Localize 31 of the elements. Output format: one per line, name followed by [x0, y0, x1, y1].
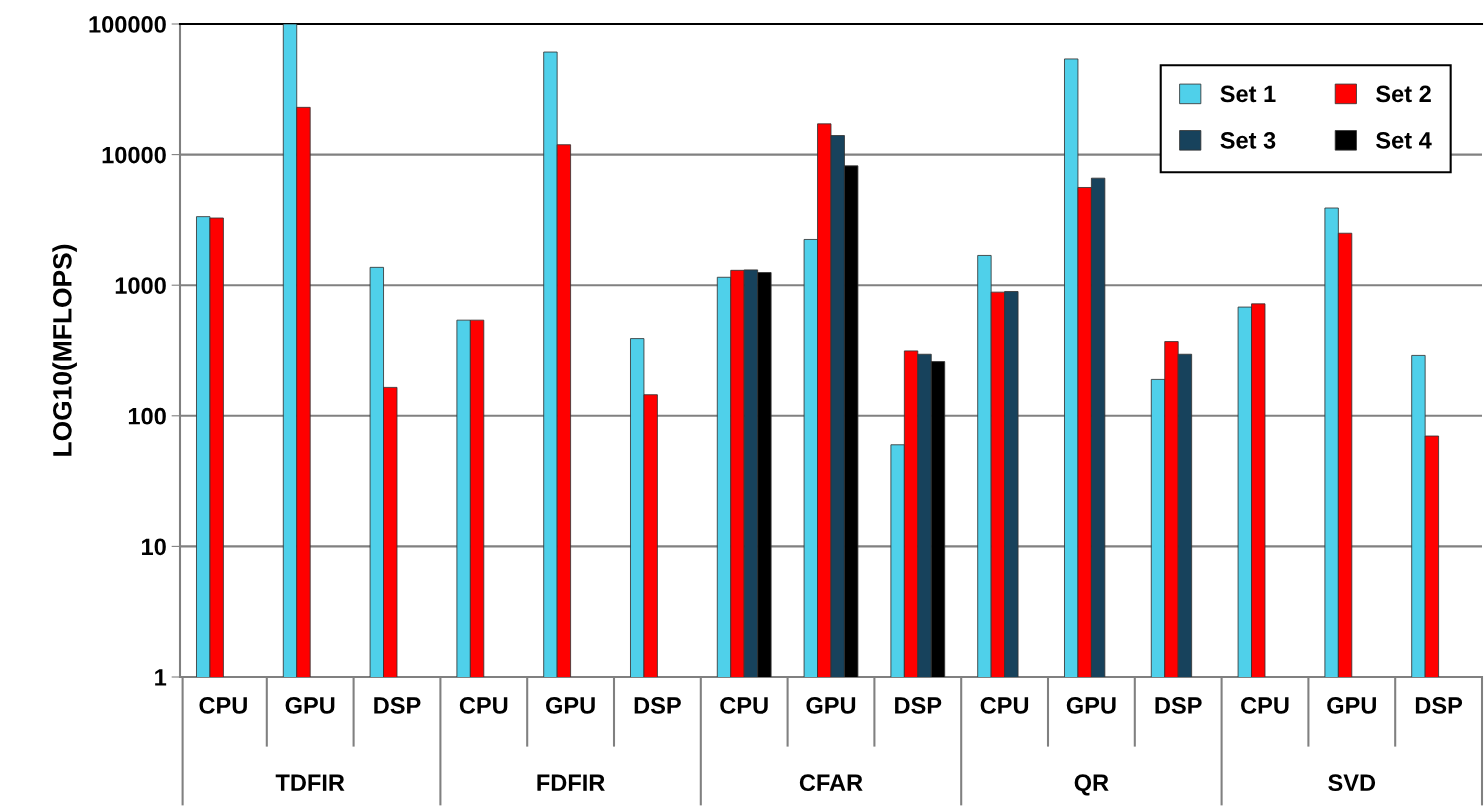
- y-tick-label: 100000: [89, 16, 166, 33]
- x-tick-label: DSP: [374, 697, 421, 714]
- y-axis-title: LOG10(MFLOPS): [52, 244, 77, 456]
- legend-label: Set 2: [1376, 85, 1431, 103]
- text: FDFIR: [537, 774, 605, 791]
- x-tick-label: GPU: [545, 697, 595, 714]
- text: CFAR: [799, 774, 863, 792]
- x-tick-label: GPU: [285, 697, 335, 714]
- y-tick-label: 100: [128, 407, 166, 425]
- text: TDFIR: [275, 774, 345, 791]
- text: SVD: [1328, 774, 1376, 792]
- x-tick-label: DSP: [895, 697, 942, 714]
- y-tick-label: 1000: [115, 277, 166, 294]
- legend-label: Set 3: [1220, 131, 1276, 149]
- text: QR: [1074, 774, 1109, 796]
- y-tick-label: 10000: [102, 146, 166, 164]
- y-tick-label: 10: [142, 538, 166, 556]
- x-tick-label: CPU: [1241, 697, 1289, 714]
- y-tick-label: 1: [155, 669, 167, 686]
- x-tick-label: CPU: [459, 697, 508, 714]
- x-tick-label: CPU: [720, 697, 768, 714]
- x-tick-label: DSP: [634, 697, 681, 714]
- legend-label: Set 1: [1220, 85, 1276, 103]
- legend-label: Set 4: [1376, 131, 1432, 149]
- x-tick-label: GPU: [806, 697, 856, 714]
- x-tick-label: DSP: [1415, 697, 1463, 714]
- x-tick-label: CPU: [980, 697, 1029, 714]
- x-tick-label: GPU: [1327, 697, 1376, 714]
- x-tick-label: GPU: [1066, 697, 1116, 714]
- x-tick-label: DSP: [1155, 697, 1202, 714]
- x-tick-label: CPU: [199, 697, 247, 714]
